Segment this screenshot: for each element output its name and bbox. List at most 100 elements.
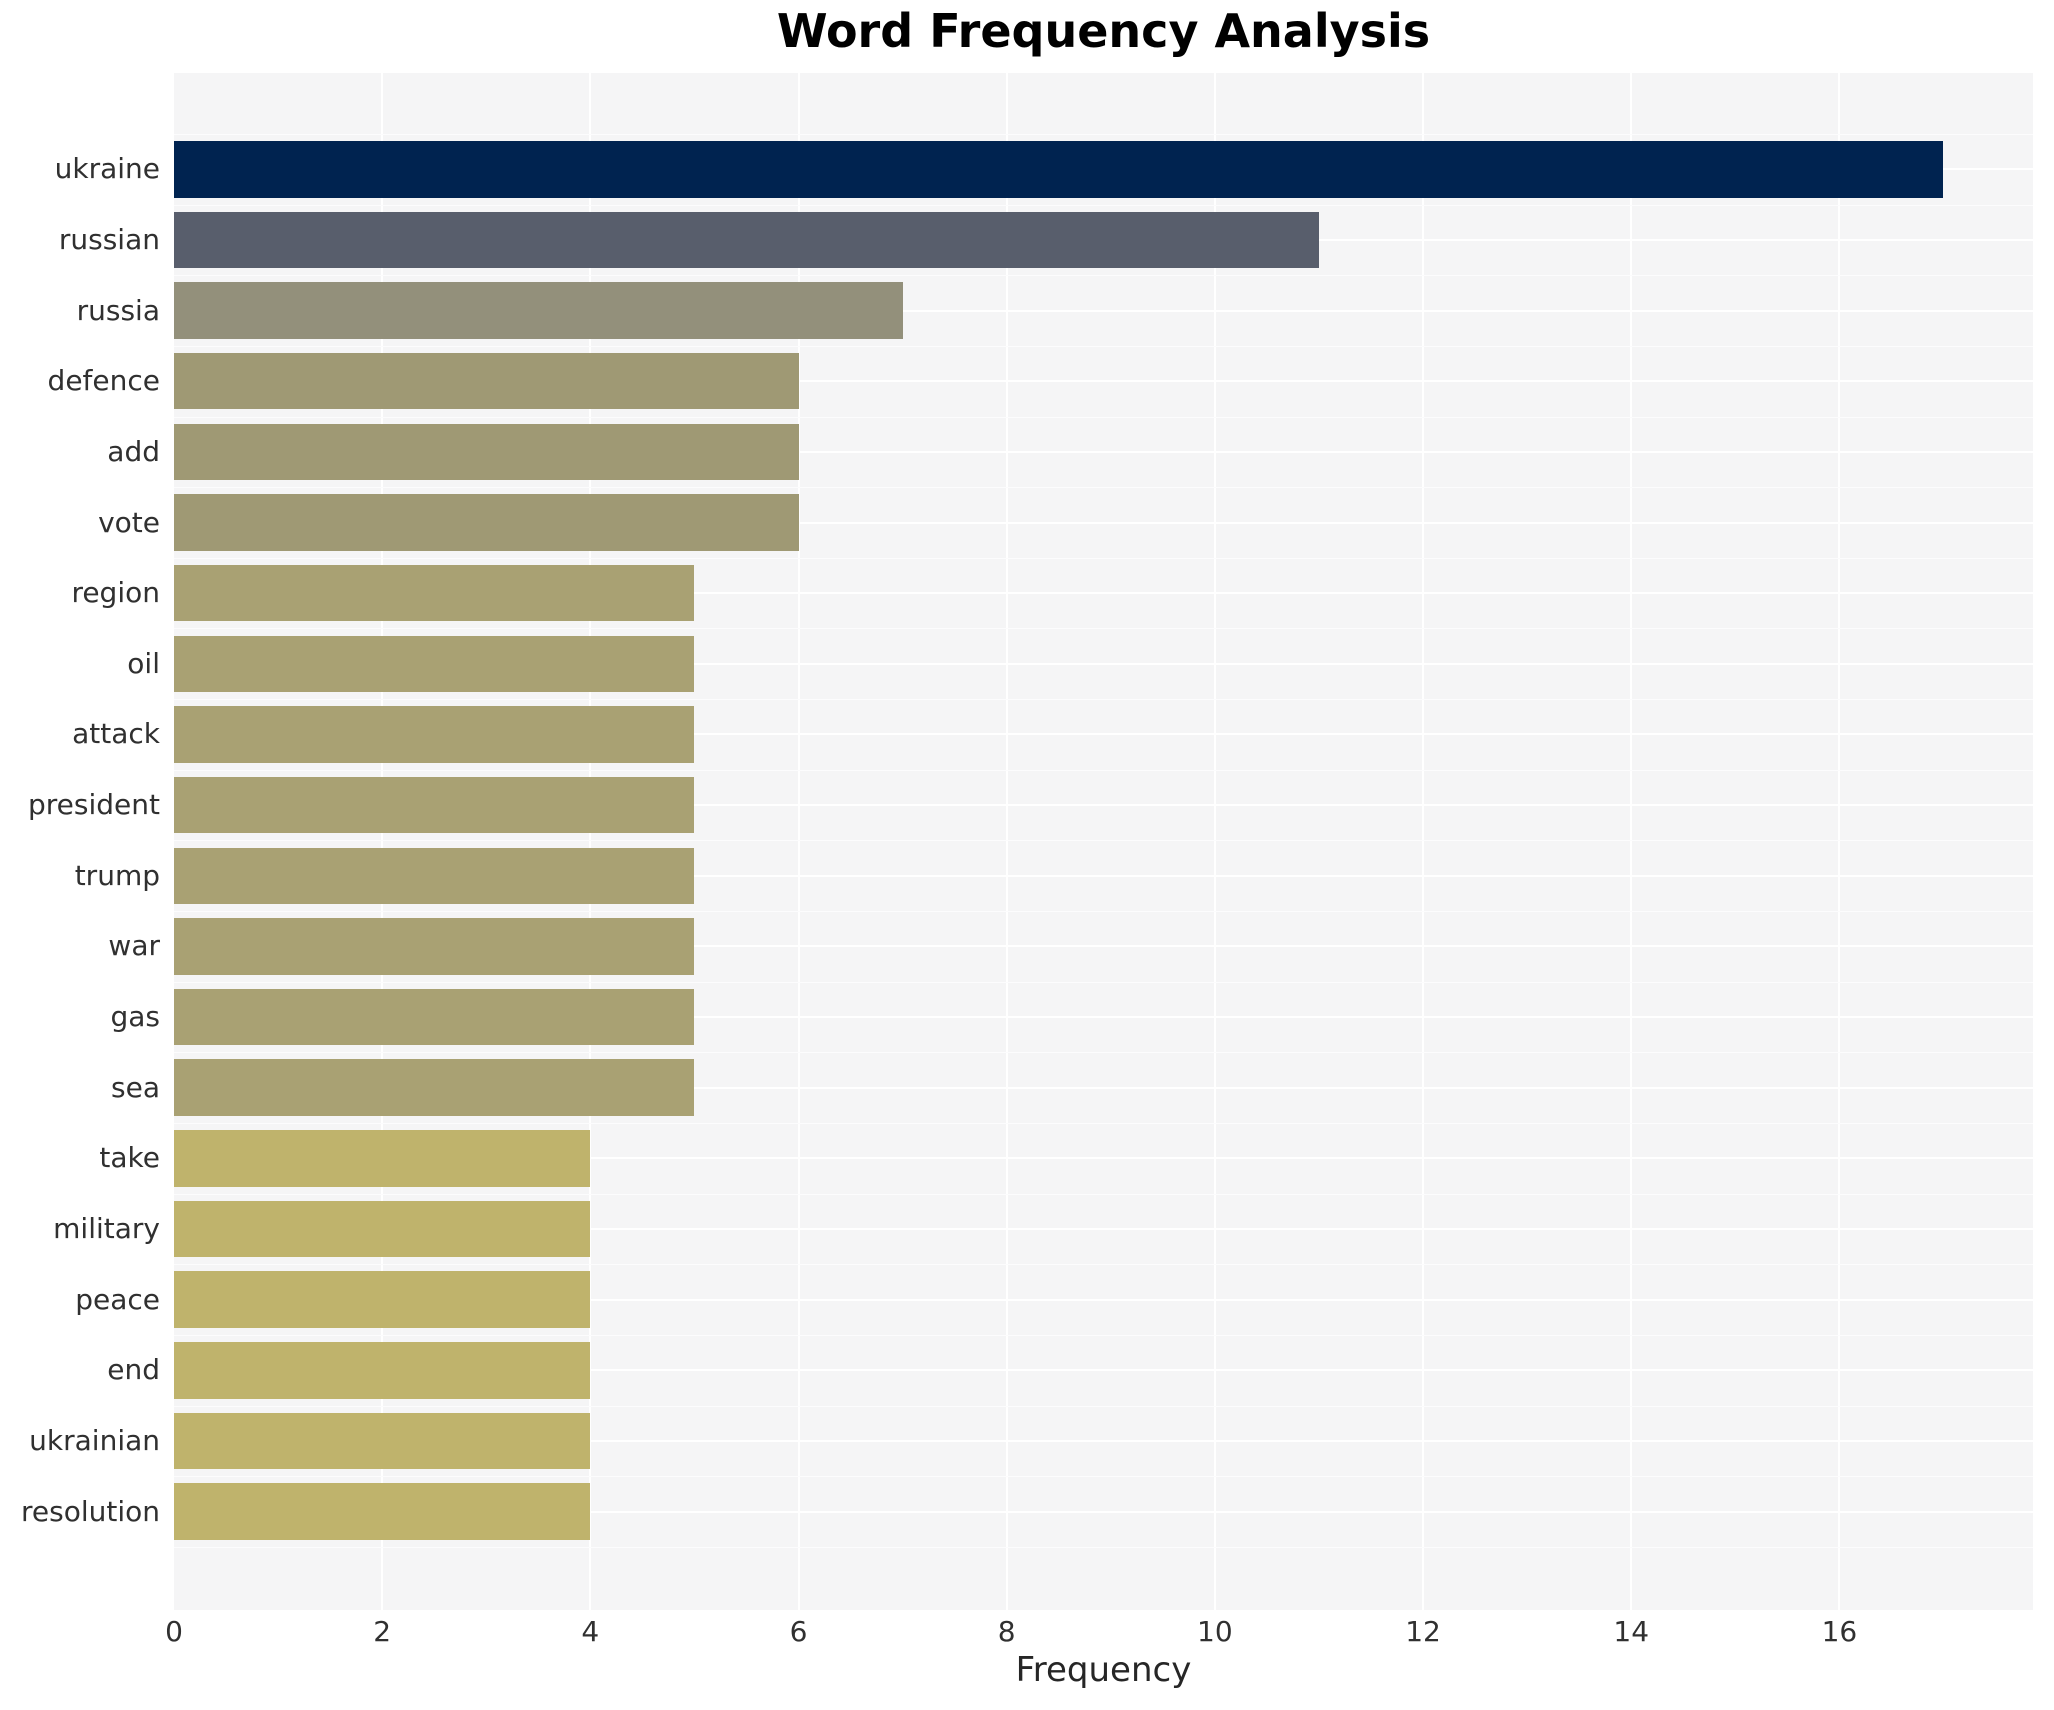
y-gridline-minor xyxy=(174,1052,2033,1054)
y-gridline xyxy=(174,1369,2033,1372)
x-gridline xyxy=(381,73,384,1610)
y-gridline xyxy=(174,450,2033,453)
y-gridline xyxy=(174,1157,2033,1160)
y-gridline-minor xyxy=(174,275,2033,277)
x-tick-label-0: 0 xyxy=(165,1615,183,1648)
bar-take xyxy=(174,1130,591,1187)
y-gridline xyxy=(174,309,2033,312)
y-gridline xyxy=(174,380,2033,383)
y-tick-label-defence: defence xyxy=(47,364,160,398)
x-gridline xyxy=(589,73,592,1610)
y-gridline-minor xyxy=(174,1546,2033,1548)
plot-area xyxy=(174,73,2033,1610)
y-tick-label-russian: russian xyxy=(58,222,160,256)
x-tick-label-12: 12 xyxy=(1405,1615,1441,1648)
x-tick-label-2: 2 xyxy=(373,1615,392,1648)
bar-attack xyxy=(174,706,695,763)
y-tick-label-resolution: resolution xyxy=(20,1494,160,1528)
y-gridline-minor xyxy=(174,628,2033,630)
x-tick-label-14: 14 xyxy=(1613,1615,1650,1648)
y-gridline-minor xyxy=(174,911,2033,913)
y-gridline xyxy=(174,1228,2033,1230)
y-gridline xyxy=(174,1298,2033,1301)
y-gridline-minor xyxy=(174,1264,2033,1266)
y-gridline-minor xyxy=(174,699,2033,701)
bar-ukraine xyxy=(174,141,1944,198)
y-tick-label-president: president xyxy=(28,788,160,822)
y-tick-label-ukraine: ukraine xyxy=(54,152,160,186)
chart-title: Word Frequency Analysis xyxy=(776,4,1431,58)
y-gridline xyxy=(174,804,2033,807)
y-tick-label-add: add xyxy=(107,434,160,468)
y-tick-label-vote: vote xyxy=(98,505,160,539)
y-gridline-minor xyxy=(174,1476,2033,1478)
x-tick-label-4: 4 xyxy=(581,1615,600,1648)
bar-peace xyxy=(174,1271,591,1328)
y-tick-label-russia: russia xyxy=(76,293,160,327)
y-gridline-minor xyxy=(174,1193,2033,1195)
bar-president xyxy=(174,776,695,834)
y-tick-label-region: region xyxy=(71,576,160,610)
bar-vote xyxy=(174,494,799,551)
y-tick-label-military: military xyxy=(53,1212,160,1245)
x-tick-label-16: 16 xyxy=(1821,1615,1858,1648)
y-tick-label-end: end xyxy=(107,1353,160,1387)
y-gridline-minor xyxy=(174,204,2033,206)
bar-region xyxy=(174,564,695,622)
y-gridline-minor xyxy=(174,981,2033,983)
bar-ukrainian xyxy=(174,1412,591,1470)
x-tick-label-10: 10 xyxy=(1197,1615,1233,1648)
bar-gas xyxy=(174,988,695,1046)
y-tick-label-ukrainian: ukrainian xyxy=(29,1423,160,1457)
y-tick-label-trump: trump xyxy=(74,858,160,892)
x-gridline xyxy=(797,73,800,1610)
y-gridline xyxy=(174,945,2033,948)
y-gridline xyxy=(174,1510,2033,1513)
y-tick-label-peace: peace xyxy=(75,1282,160,1316)
y-tick-label-oil: oil xyxy=(127,646,160,680)
bar-resolution xyxy=(174,1483,591,1540)
y-gridline-minor xyxy=(174,1334,2033,1336)
y-gridline xyxy=(174,1439,2033,1442)
y-gridline-minor xyxy=(174,557,2033,559)
y-gridline xyxy=(174,1086,2033,1089)
y-gridline xyxy=(174,521,2033,524)
y-gridline xyxy=(174,592,2033,595)
y-gridline-minor xyxy=(174,345,2033,347)
y-gridline xyxy=(174,733,2033,736)
x-gridline xyxy=(1213,73,1216,1610)
x-gridline xyxy=(1630,73,1633,1610)
bar-end xyxy=(174,1342,591,1399)
y-gridline-minor xyxy=(174,133,2033,135)
bar-oil xyxy=(174,635,695,693)
x-gridline xyxy=(1422,73,1425,1610)
x-tick-label-8: 8 xyxy=(997,1615,1016,1648)
y-tick-label-attack: attack xyxy=(72,717,160,751)
bar-trump xyxy=(174,847,695,904)
y-tick-label-gas: gas xyxy=(110,1000,160,1034)
y-tick-label-war: war xyxy=(108,929,160,963)
x-gridline xyxy=(1005,73,1008,1610)
y-gridline-minor xyxy=(174,416,2033,418)
bar-russia xyxy=(174,282,903,339)
y-gridline xyxy=(174,1016,2033,1019)
y-gridline xyxy=(174,662,2033,665)
bar-military xyxy=(174,1200,591,1258)
y-gridline-minor xyxy=(174,840,2033,842)
x-axis-title: Frequency xyxy=(1015,1650,1192,1690)
bar-russian xyxy=(174,211,1319,269)
y-tick-label-sea: sea xyxy=(111,1070,160,1104)
x-gridline xyxy=(1838,73,1841,1610)
y-tick-label-take: take xyxy=(99,1141,160,1175)
bar-sea xyxy=(174,1059,695,1116)
bar-defence xyxy=(174,352,799,410)
y-gridline-minor xyxy=(174,1123,2033,1125)
x-tick-label-6: 6 xyxy=(789,1615,808,1648)
bar-war xyxy=(174,918,695,975)
y-gridline-minor xyxy=(174,1405,2033,1407)
y-gridline-minor xyxy=(174,769,2033,771)
y-gridline xyxy=(174,874,2033,877)
y-gridline-minor xyxy=(174,487,2033,489)
bar-add xyxy=(174,423,799,481)
